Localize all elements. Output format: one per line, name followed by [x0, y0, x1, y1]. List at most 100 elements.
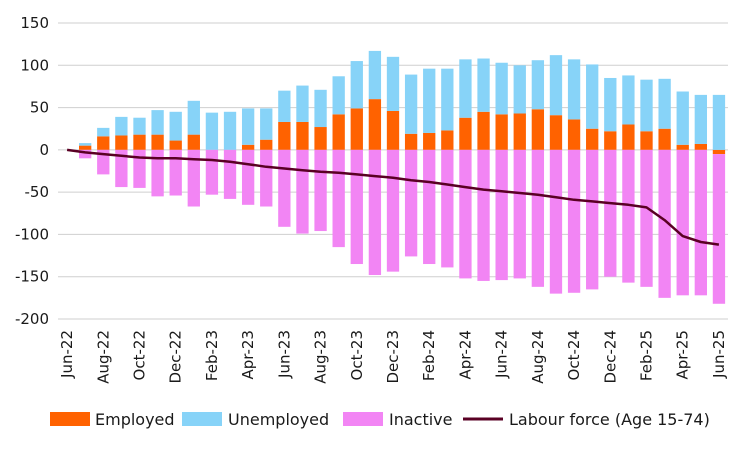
- legend-label-unemployed: Unemployed: [228, 410, 329, 429]
- x-tick-label: Apr-23: [239, 330, 257, 380]
- x-tick-label: Feb-23: [203, 330, 221, 381]
- unemployed-bar: [694, 94, 707, 144]
- inactive-bar: [151, 149, 164, 197]
- x-tick-label: Aug-24: [529, 330, 547, 384]
- inactive-bar: [386, 149, 400, 272]
- x-tick-label: Jun-22: [58, 330, 76, 379]
- employed-bar: [694, 143, 707, 150]
- x-tick-label: Dec-24: [601, 330, 619, 384]
- inactive-bar: [241, 149, 255, 205]
- inactive-bar: [278, 149, 291, 227]
- inactive-bar: [694, 149, 707, 296]
- employed-bar: [622, 124, 635, 150]
- employed-bar: [567, 119, 581, 150]
- employed-bar: [278, 121, 291, 150]
- x-tick-label: Feb-24: [420, 330, 438, 381]
- legend-swatch-inactive: [343, 412, 383, 426]
- unemployed-bar: [712, 94, 726, 150]
- inactive-bar: [477, 149, 490, 281]
- unemployed-bar: [404, 74, 418, 134]
- inactive-bar: [260, 149, 273, 207]
- y-tick-label: 0: [39, 141, 49, 159]
- unemployed-bar: [241, 108, 255, 145]
- x-tick-label: Oct-24: [565, 330, 583, 380]
- inactive-bar: [495, 149, 508, 281]
- unemployed-bar: [386, 56, 400, 111]
- inactive-bar: [567, 149, 581, 293]
- labour-force-line: [66, 148, 720, 246]
- x-tick-label: Aug-23: [312, 330, 330, 384]
- employed-bar: [169, 140, 182, 150]
- employed-bar: [97, 136, 110, 150]
- employed-bar: [314, 127, 327, 150]
- employed-bar: [423, 132, 436, 150]
- inactive-bar: [133, 149, 146, 188]
- inactive-bar: [314, 149, 327, 232]
- legend: Employed Unemployed Inactive Labour force (…: [50, 410, 710, 429]
- x-tick-label: Oct-22: [130, 330, 148, 380]
- unemployed-bar: [350, 61, 363, 109]
- unemployed-bar: [296, 85, 309, 122]
- labour-force-line-path: [66, 148, 720, 246]
- y-tick-label: -100: [15, 225, 49, 243]
- unemployed-bar: [441, 68, 454, 131]
- unemployed-bar: [477, 58, 490, 112]
- unemployed-bar: [676, 91, 689, 145]
- x-tick-label: Apr-25: [674, 330, 692, 380]
- employed-bar: [676, 144, 689, 150]
- unemployed-bar: [205, 112, 219, 150]
- employed-bar: [133, 134, 146, 150]
- unemployed-bar: [640, 79, 653, 132]
- inactive-bar: [79, 149, 92, 159]
- unemployed-bar: [368, 50, 382, 100]
- y-axis-tick-labels: 150 100 50 0 -50 -100 -150 -200: [15, 14, 49, 328]
- employed-bar: [513, 113, 526, 150]
- employed-bar: [241, 144, 255, 150]
- employed-bar: [115, 135, 128, 150]
- x-tick-label: Aug-22: [94, 330, 112, 384]
- inactive-bar: [658, 149, 671, 298]
- unemployed-bar: [314, 89, 327, 128]
- employed-bar: [531, 109, 545, 150]
- employed-bar: [260, 139, 273, 150]
- employed-bar: [604, 131, 617, 150]
- inactive-bar: [97, 149, 110, 175]
- inactive-bar: [169, 149, 182, 196]
- x-axis-tick-labels: Jun-22 Aug-22 Oct-22 Dec-22 Feb-23 Apr-23 Jun-…: [58, 330, 728, 384]
- unemployed-bar: [586, 64, 599, 129]
- inactive-bar: [350, 149, 363, 265]
- employed-bar: [79, 145, 92, 150]
- legend-label-employed: Employed: [95, 410, 175, 429]
- unemployed-bar: [332, 76, 345, 115]
- unemployed-bar: [549, 55, 563, 116]
- inactive-bar: [368, 149, 382, 276]
- employed-bar: [459, 117, 472, 150]
- x-tick-label: Jun-24: [493, 330, 511, 379]
- unemployed-bar: [133, 117, 146, 135]
- x-tick-label: Apr-24: [456, 330, 474, 380]
- unemployed-bar: [513, 65, 526, 114]
- inactive-bar: [586, 149, 599, 290]
- employed-bar: [640, 131, 653, 150]
- inactive-bar: [296, 149, 309, 234]
- employed-bar: [404, 133, 418, 150]
- y-tick-label: 150: [20, 14, 49, 32]
- unemployed-bar: [278, 90, 291, 122]
- unemployed-bar: [169, 111, 182, 141]
- inactive-bar: [513, 149, 526, 279]
- employed-bar: [151, 134, 164, 150]
- y-tick-label: -200: [15, 310, 49, 328]
- unemployed-bar: [604, 77, 617, 132]
- inactive-bar: [712, 154, 726, 304]
- x-tick-label: Jun-23: [275, 330, 293, 379]
- employed-bar: [332, 114, 345, 150]
- unemployed-bar: [79, 143, 92, 146]
- legend-label-labour-force-age-15-74: Labour force (Age 15-74): [509, 410, 710, 429]
- unemployed-bar: [459, 59, 472, 118]
- x-tick-label: Feb-25: [638, 330, 656, 381]
- x-tick-label: Dec-23: [384, 330, 402, 384]
- y-tick-label: 50: [30, 99, 49, 117]
- employed-bar: [441, 130, 454, 150]
- legend-label-inactive: Inactive: [389, 410, 453, 429]
- unemployed-bar: [97, 127, 110, 137]
